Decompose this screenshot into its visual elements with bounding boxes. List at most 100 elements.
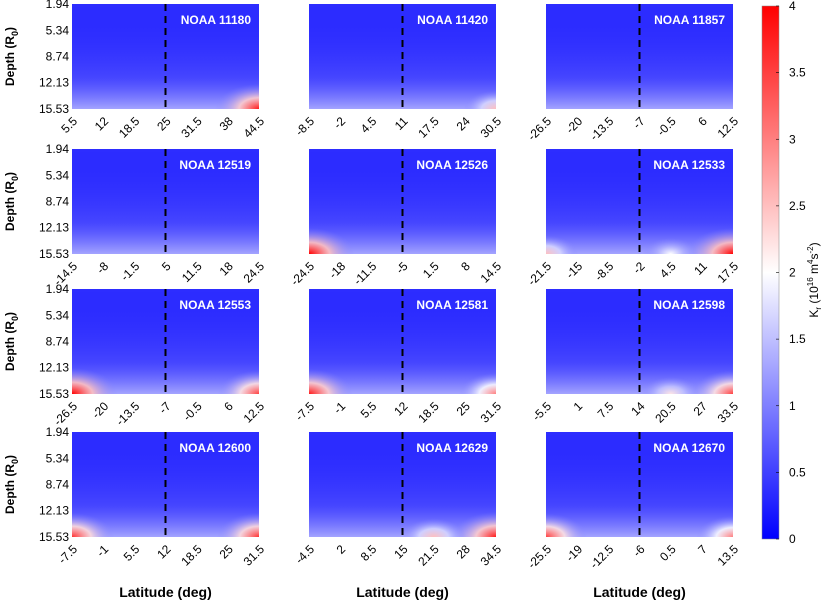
- panel-noaa-12598: NOAA 12598 -5.5 1 7.5 14 20.5 27 33.5: [530, 289, 742, 426]
- x-tick-label: -2: [331, 114, 349, 132]
- panel-title: NOAA 12553: [179, 298, 251, 312]
- hotspot: [214, 84, 259, 109]
- x-tick-label: 12.5: [715, 114, 742, 141]
- colorbar: 0 0.5 1 1.5 2 2.5 3 3.5 4 Kr (1016 m4s-2): [761, 0, 823, 546]
- colorbar-tick-label: 2.5: [789, 199, 806, 213]
- panel-title: NOAA 11857: [654, 13, 725, 27]
- panel-noaa-12533: NOAA 12533 -21.5 -15 -8.5 -2 4.5 11 17.5: [525, 149, 742, 288]
- x-tick-label: 1: [571, 399, 586, 414]
- x-tick-label: 33.5: [715, 399, 742, 426]
- panel-title: NOAA 12670: [653, 441, 725, 455]
- x-tick-label: -7.5: [293, 399, 318, 424]
- x-tick-label: 6: [695, 114, 710, 129]
- x-tick-label: -24.5: [288, 259, 317, 288]
- panel-noaa-11420: NOAA 11420 -8.5 -2 4.5 11 17.5 24 30.5: [293, 4, 504, 141]
- x-tick-label: -11.5: [351, 259, 380, 288]
- y-tick-label: 1.94: [46, 425, 70, 439]
- x-tick-label: 11: [392, 114, 411, 133]
- y-tick-label: 12.13: [39, 361, 69, 375]
- y-tick-label: 5.34: [46, 308, 70, 322]
- x-tick-label: 14.5: [478, 259, 505, 286]
- panel-title: NOAA 12519: [179, 158, 251, 172]
- panel-noaa-12581: NOAA 12581 -7.5 -1 5.5 12 18.5 25 31.5: [293, 289, 504, 426]
- x-tick-label: 18.5: [116, 114, 143, 141]
- x-tick-label: 20.5: [652, 399, 679, 426]
- x-tick-label: 4.5: [657, 259, 679, 281]
- hotspot: [459, 373, 496, 394]
- x-tick-label: -0.5: [654, 114, 679, 139]
- y-tick-label: 5.34: [46, 451, 70, 465]
- x-tick-label: 14: [628, 399, 648, 419]
- colorbar-tick-label: 0: [789, 532, 796, 546]
- x-tick-label: 7: [695, 542, 710, 557]
- y-axis-label: Depth (R0): [3, 172, 20, 231]
- hotspots: [72, 368, 259, 394]
- hotspots: [309, 228, 355, 254]
- x-tick-label: -6: [630, 542, 648, 560]
- hotspot: [72, 513, 115, 537]
- hotspots: [72, 513, 259, 537]
- x-tick-label: 5: [159, 259, 174, 274]
- x-tick-label: -21.5: [525, 259, 554, 288]
- hotspot: [401, 518, 467, 537]
- hotspots: [546, 228, 733, 254]
- x-tick-label: -8: [94, 259, 112, 277]
- panel-noaa-12629: NOAA 12629 -4.5 2 8.5 15 21.5 28 34.5 Latitude (…: [293, 432, 505, 600]
- x-tick-label: 15: [391, 542, 411, 562]
- y-tick-label: 8.74: [46, 335, 70, 349]
- hotspot: [696, 516, 733, 537]
- x-tick-label: 12.5: [241, 399, 268, 426]
- x-tick-label: -0.5: [180, 399, 205, 424]
- hotspot: [72, 368, 118, 394]
- x-tick-label: -18: [326, 259, 348, 281]
- x-tick-label: 5.5: [358, 399, 380, 421]
- x-tick-label: -12.5: [587, 542, 616, 571]
- panel-title: NOAA 12629: [416, 441, 488, 455]
- hotspots: [401, 512, 496, 537]
- hotspot: [216, 513, 259, 537]
- panel-noaa-11180: NOAA 11180 5.5 12 18.5 25 31.5 38 44.5 1.94 5.34 8…: [3, 0, 267, 141]
- y-tick-label: 1.94: [46, 0, 70, 11]
- x-tick-label: 34.5: [478, 542, 505, 569]
- y-tick-label: 15.53: [39, 247, 69, 261]
- x-tick-label: -20: [563, 114, 585, 136]
- x-tick-label: -26.5: [51, 399, 80, 428]
- y-tick-label: 12.13: [39, 504, 69, 518]
- panel-title: NOAA 12598: [653, 298, 725, 312]
- panel-title: NOAA 11420: [417, 13, 488, 27]
- x-tick-label: -1: [94, 542, 112, 560]
- y-tick-label: 5.34: [46, 168, 70, 182]
- hotspot: [640, 377, 701, 394]
- hotspot: [217, 370, 259, 394]
- x-tick-label: 5.5: [58, 114, 80, 136]
- x-tick-label: 5.5: [121, 542, 143, 564]
- y-tick-label: 1.94: [46, 142, 70, 156]
- y-tick-label: 8.74: [46, 478, 70, 492]
- colorbar-label: Kr (1016 m4s-2): [806, 242, 823, 317]
- y-tick-label: 15.53: [39, 102, 69, 116]
- x-tick-label: 13.5: [715, 542, 742, 569]
- x-tick-label: 17.5: [415, 114, 442, 141]
- x-tick-label: 12: [391, 399, 411, 419]
- x-tick-label: 24: [454, 114, 474, 134]
- x-tick-label: 18.5: [178, 542, 205, 569]
- panel-title: NOAA 12600: [179, 441, 251, 455]
- colorbar-tick-label: 1: [789, 399, 796, 413]
- x-axis-label: Latitude (deg): [119, 584, 212, 600]
- x-tick-label: 25: [454, 399, 474, 419]
- x-tick-label: 18.5: [415, 399, 442, 426]
- x-tick-label: -7.5: [56, 542, 81, 567]
- y-axis-label: Depth (R0): [3, 455, 20, 514]
- x-tick-label: -25.5: [525, 542, 554, 571]
- x-tick-label: 17.5: [715, 259, 742, 286]
- x-tick-label: -1.5: [118, 259, 143, 284]
- x-tick-label: -20: [89, 399, 111, 421]
- y-tick-label: 8.74: [46, 195, 70, 209]
- x-tick-label: -5.5: [530, 399, 555, 424]
- x-tick-label: 12: [154, 542, 174, 562]
- x-tick-label: 27: [691, 399, 711, 419]
- panel-noaa-12519: NOAA 12519-14.5 -8 -1.5 5 11.5 18 24.51.945.34…: [3, 142, 267, 288]
- colorbar-tick-label: 3: [789, 132, 796, 146]
- panel-title: NOAA 12533: [653, 158, 725, 172]
